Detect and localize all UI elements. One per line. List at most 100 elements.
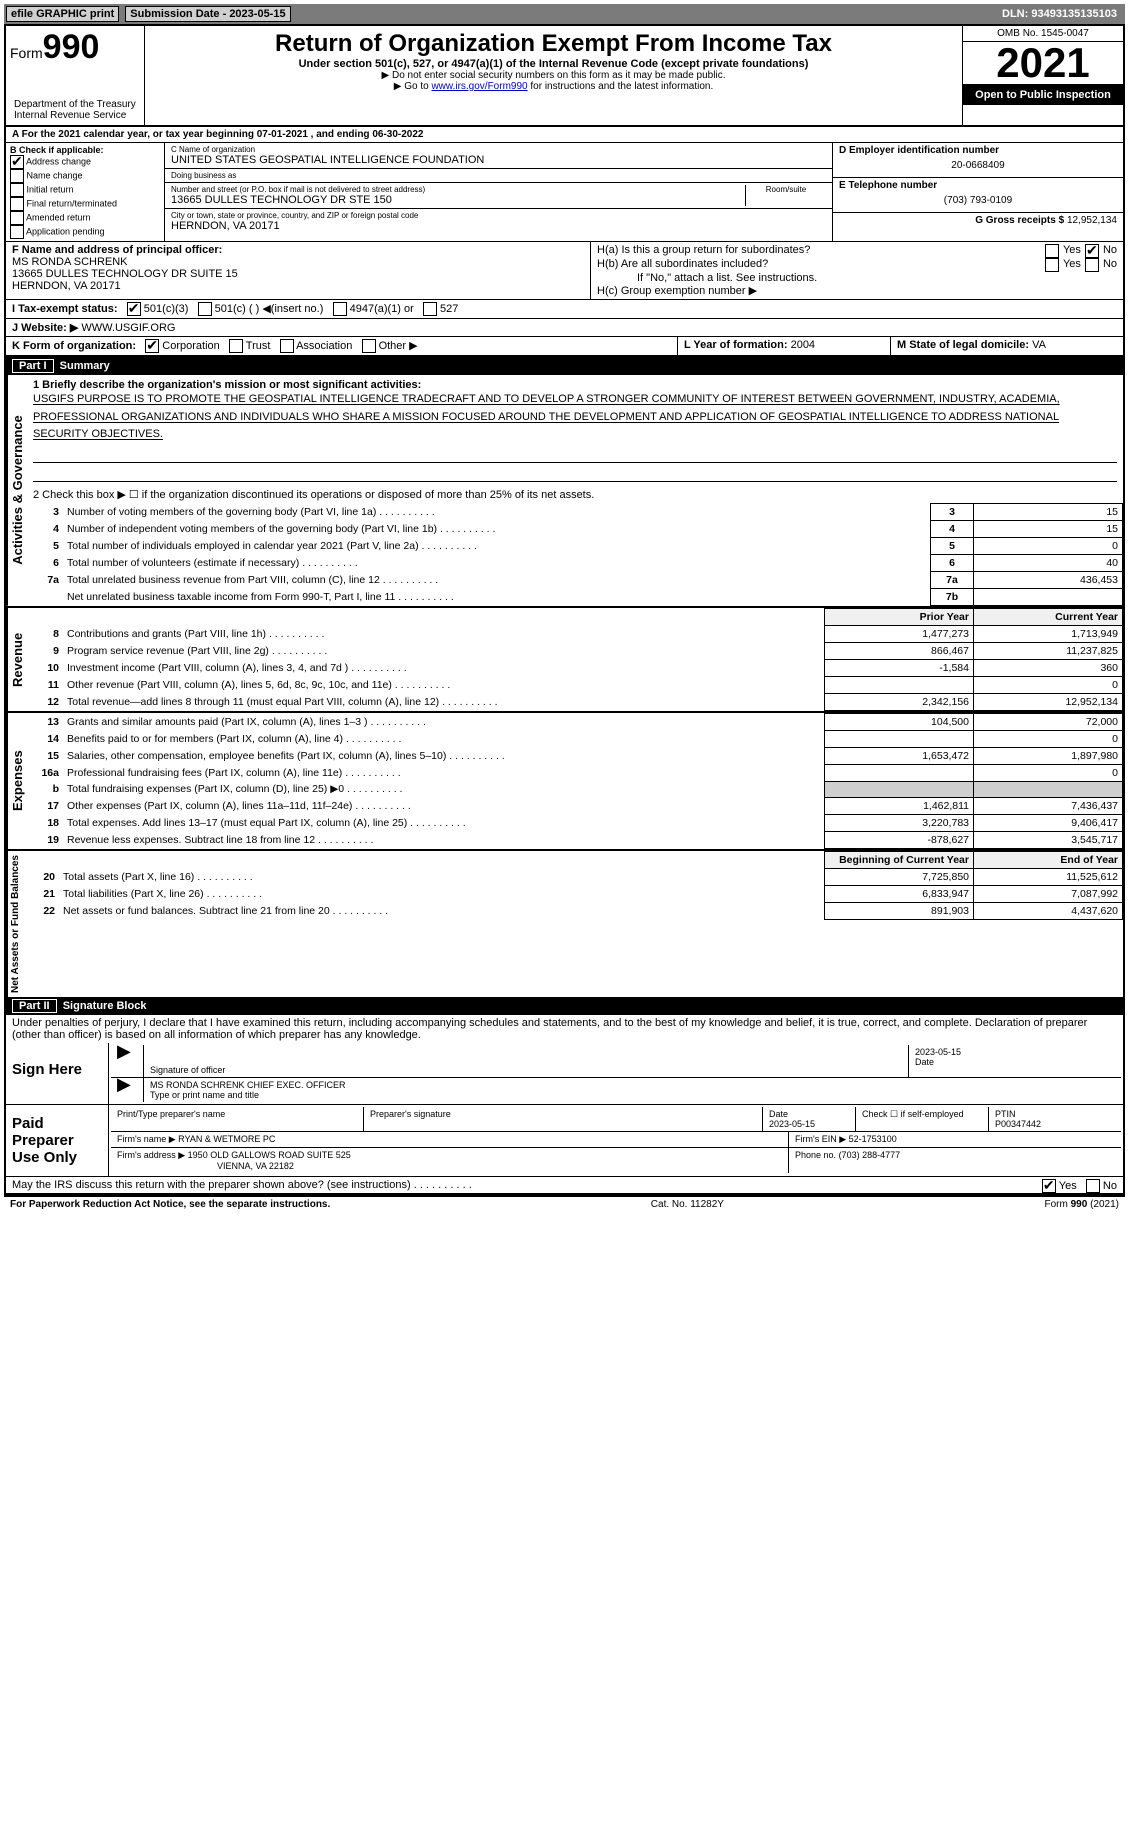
checkbox-amended-return[interactable]: Amended return bbox=[10, 211, 160, 225]
table-row: 10Investment income (Part VIII, column (… bbox=[27, 659, 1123, 676]
org-form-option[interactable]: Association bbox=[270, 340, 352, 352]
checkbox-name-change[interactable]: Name change bbox=[10, 169, 160, 183]
firm-addr: 1950 OLD GALLOWS ROAD SUITE 525 bbox=[188, 1150, 351, 1160]
section-h: H(a) Is this a group return for subordin… bbox=[591, 242, 1123, 299]
table-row: 17Other expenses (Part IX, column (A), l… bbox=[27, 797, 1123, 814]
form-number: Form990 bbox=[10, 28, 140, 67]
line-a: A For the 2021 calendar year, or tax yea… bbox=[6, 127, 1123, 143]
instructions-note: ▶ Go to www.irs.gov/Form990 for instruct… bbox=[149, 81, 958, 92]
dln-label: DLN: 93493135135103 bbox=[1002, 8, 1123, 20]
firm-ein-label: Firm's EIN ▶ bbox=[795, 1134, 846, 1144]
table-row: 7aTotal unrelated business revenue from … bbox=[27, 571, 1123, 588]
part-1-header: Part I Summary bbox=[6, 357, 1123, 375]
efile-badge: efile GRAPHIC print bbox=[6, 6, 119, 22]
m-label: M State of legal domicile: bbox=[897, 339, 1029, 351]
table-row: 4Number of independent voting members of… bbox=[27, 520, 1123, 537]
gross-label: G Gross receipts $ bbox=[975, 215, 1064, 226]
firm-name-label: Firm's name ▶ bbox=[117, 1134, 176, 1144]
sign-here-label: Sign Here bbox=[6, 1043, 109, 1104]
preparer-date-label: Date bbox=[769, 1109, 849, 1119]
table-row: bTotal fundraising expenses (Part IX, co… bbox=[27, 781, 1123, 797]
open-to-public-badge: Open to Public Inspection bbox=[963, 85, 1123, 105]
form-title: Return of Organization Exempt From Incom… bbox=[149, 30, 958, 58]
cat-no: Cat. No. 11282Y bbox=[651, 1199, 724, 1210]
governance-side-label: Activities & Governance bbox=[6, 375, 27, 606]
org-form-option[interactable]: Trust bbox=[220, 340, 271, 352]
ha-no-checkbox[interactable] bbox=[1085, 244, 1099, 258]
table-row: 8Contributions and grants (Part VIII, li… bbox=[27, 625, 1123, 642]
signer-name-label: Type or print name and title bbox=[150, 1090, 1115, 1100]
table-row: 20Total assets (Part X, line 16)7,725,85… bbox=[23, 868, 1123, 885]
table-row: 21Total liabilities (Part X, line 26)6,8… bbox=[23, 885, 1123, 902]
checkbox-address-change[interactable]: Address change bbox=[10, 155, 160, 169]
table-row: 6Total number of volunteers (estimate if… bbox=[27, 554, 1123, 571]
table-row: 9Program service revenue (Part VIII, lin… bbox=[27, 642, 1123, 659]
signature-label: Signature of officer bbox=[150, 1065, 902, 1075]
officer-addr: 13665 DULLES TECHNOLOGY DR SUITE 15 bbox=[12, 268, 238, 280]
hb-yes-checkbox[interactable] bbox=[1045, 258, 1059, 272]
submission-date-badge: Submission Date - 2023-05-15 bbox=[125, 6, 290, 22]
self-employed-check: Check ☐ if self-employed bbox=[856, 1107, 989, 1131]
checkbox-final-return-terminated[interactable]: Final return/terminated bbox=[10, 197, 160, 211]
governance-table: 3Number of voting members of the governi… bbox=[27, 503, 1123, 606]
tax-year: 2021 bbox=[963, 42, 1123, 85]
addr-label: Number and street (or P.O. box if mail i… bbox=[171, 185, 745, 194]
firm-addr2: VIENNA, VA 22182 bbox=[117, 1161, 294, 1171]
website-value: WWW.USGIF.ORG bbox=[81, 322, 175, 334]
discuss-yes-checkbox[interactable] bbox=[1042, 1179, 1056, 1193]
table-row: 16aProfessional fundraising fees (Part I… bbox=[27, 764, 1123, 781]
part-2-header: Part II Signature Block bbox=[6, 997, 1123, 1015]
footer: For Paperwork Reduction Act Notice, see … bbox=[4, 1196, 1125, 1212]
dba-label: Doing business as bbox=[171, 171, 826, 180]
tax-status-option[interactable]: 501(c)(3) bbox=[121, 303, 189, 315]
revenue-side-label: Revenue bbox=[6, 608, 27, 711]
form-footer: Form 990 (2021) bbox=[1045, 1199, 1119, 1210]
net-side-label: Net Assets or Fund Balances bbox=[6, 851, 23, 997]
gross-value: 12,952,134 bbox=[1067, 215, 1117, 226]
officer-name: MS RONDA SCHRENK bbox=[12, 256, 128, 268]
state-domicile: VA bbox=[1032, 339, 1046, 351]
hc-label: H(c) Group exemption number ▶ bbox=[597, 284, 1117, 297]
tax-status-option[interactable]: 4947(a)(1) or bbox=[323, 303, 413, 315]
table-header: Beginning of Current YearEnd of Year bbox=[23, 851, 1123, 868]
expenses-table: 13Grants and similar amounts paid (Part … bbox=[27, 713, 1123, 849]
tax-status-option[interactable]: 501(c) ( ) ◀(insert no.) bbox=[188, 303, 323, 315]
checkbox-initial-return[interactable]: Initial return bbox=[10, 183, 160, 197]
preparer-name-label: Print/Type preparer's name bbox=[117, 1109, 357, 1119]
org-form-option[interactable]: Other ▶ bbox=[352, 340, 417, 352]
table-row: 18Total expenses. Add lines 13–17 (must … bbox=[27, 814, 1123, 831]
mission-text: USGIFS PURPOSE IS TO PROMOTE THE GEOSPAT… bbox=[33, 393, 1060, 440]
firm-phone: (703) 288-4777 bbox=[839, 1150, 901, 1160]
preparer-sig-label: Preparer's signature bbox=[370, 1109, 756, 1119]
net-assets-table: Beginning of Current YearEnd of Year20To… bbox=[23, 851, 1123, 920]
org-form-option[interactable]: Corporation bbox=[139, 340, 220, 352]
paperwork-notice: For Paperwork Reduction Act Notice, see … bbox=[10, 1199, 330, 1210]
arrow-icon: ▶ bbox=[117, 1041, 131, 1061]
table-header: Prior YearCurrent Year bbox=[27, 608, 1123, 625]
table-row: 12Total revenue—add lines 8 through 11 (… bbox=[27, 693, 1123, 710]
preparer-date: 2023-05-15 bbox=[769, 1119, 849, 1129]
org-name-label: C Name of organization bbox=[171, 145, 826, 154]
hb-no-checkbox[interactable] bbox=[1085, 258, 1099, 272]
top-bar: efile GRAPHIC print Submission Date - 20… bbox=[4, 4, 1125, 24]
signer-name: MS RONDA SCHRENK CHIEF EXEC. OFFICER bbox=[150, 1080, 1115, 1090]
discuss-no-checkbox[interactable] bbox=[1086, 1179, 1100, 1193]
firm-phone-label: Phone no. bbox=[795, 1150, 836, 1160]
expenses-side-label: Expenses bbox=[6, 713, 27, 849]
ptin-label: PTIN bbox=[995, 1109, 1115, 1119]
table-row: 3Number of voting members of the governi… bbox=[27, 503, 1123, 520]
officer-label: F Name and address of principal officer: bbox=[12, 244, 222, 256]
firm-ein: 52-1753100 bbox=[849, 1134, 897, 1144]
revenue-table: Prior YearCurrent Year8Contributions and… bbox=[27, 608, 1123, 711]
tax-status-option[interactable]: 527 bbox=[414, 303, 459, 315]
table-row: 14Benefits paid to or for members (Part … bbox=[27, 730, 1123, 747]
ein-value: 20-0668409 bbox=[839, 156, 1117, 175]
ha-yes-checkbox[interactable] bbox=[1045, 244, 1059, 258]
phone-value: (703) 793-0109 bbox=[839, 191, 1117, 210]
room-label: Room/suite bbox=[746, 185, 826, 194]
firm-name: RYAN & WETMORE PC bbox=[178, 1134, 275, 1144]
table-row: 13Grants and similar amounts paid (Part … bbox=[27, 713, 1123, 730]
irs-link[interactable]: www.irs.gov/Form990 bbox=[431, 81, 527, 92]
checkbox-application-pending[interactable]: Application pending bbox=[10, 225, 160, 239]
department-label: Department of the Treasury Internal Reve… bbox=[10, 97, 140, 123]
